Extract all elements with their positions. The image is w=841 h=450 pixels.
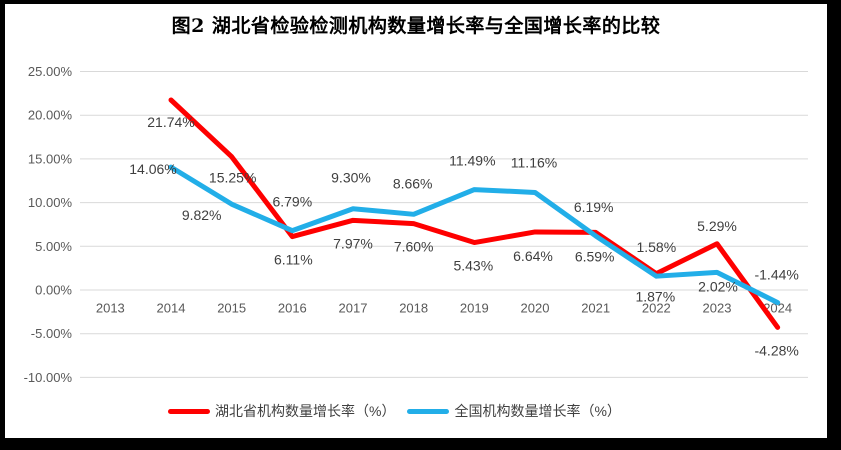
data-label-national: 2.02% [698,278,738,294]
data-label-hubei: 1.87% [635,289,675,305]
data-label-hubei: 7.60% [394,239,434,255]
data-label-hubei: 5.29% [697,218,737,234]
series-line-national [168,164,781,306]
y-axis-tick-label: 5.00% [35,239,72,254]
legend-item-hubei: 湖北省机构数量增长率（%） [168,401,395,421]
data-label-hubei: 5.43% [453,258,493,274]
data-label-hubei: 6.59% [575,248,615,264]
x-axis-tick-label: 2016 [278,301,307,316]
x-axis-tick-label: 2022 [642,301,671,316]
y-axis-tick-label: -10.00% [24,370,73,385]
legend-swatch-hubei-icon [168,408,210,414]
data-label-national: 1.58% [636,239,676,255]
y-axis-tick-label: 20.00% [28,108,73,123]
chart-legend: 湖北省机构数量增长率（%） 全国机构数量增长率（%） [168,401,621,421]
legend-label-national: 全国机构数量增长率（%） [454,403,621,419]
data-label-national: 9.82% [182,207,222,223]
data-label-hubei: 6.11% [274,252,313,268]
data-label-national: 6.79% [272,194,312,210]
chart-title: 图2 湖北省检验检测机构数量增长率与全国增长率的比较 [171,15,661,37]
x-axis-tick-label: 2019 [460,301,489,316]
y-axis-tick-label: 25.00% [28,64,73,79]
data-label-national: 6.19% [574,199,614,215]
x-axis-tick-label: 2014 [157,301,186,316]
legend-item-national: 全国机构数量增长率（%） [407,401,621,421]
line-chart-plot-area: 25.00% 20.00% 15.00% 10.00% 5.00% 0.00% -5.00%… [24,64,808,385]
y-axis-tick-label: 0.00% [35,283,72,298]
data-label-hubei: 6.64% [513,248,553,264]
x-axis-tick-label: 2023 [703,301,732,316]
y-axis-tick-label: 15.00% [28,151,73,166]
data-label-national: 8.66% [393,175,433,191]
data-label-national: -1.44% [754,267,798,283]
x-axis-tick-label: 2015 [217,301,246,316]
data-label-national: 14.06% [129,161,176,177]
x-axis-tick-label: 2021 [581,301,610,316]
data-label-national: 11.49% [449,153,495,169]
data-label-hubei: 15.25% [209,170,256,186]
data-label-hubei: -4.28% [754,342,798,358]
legend-label-hubei: 湖北省机构数量增长率（%） [215,403,396,419]
data-label-hubei: 7.97% [333,235,373,251]
series-line-hubei [168,97,781,330]
x-axis-tick-label: 2024 [763,301,792,316]
x-axis-tick-label: 2017 [339,301,368,316]
legend-swatch-national-icon [407,408,450,414]
y-axis-tick-label: 10.00% [28,195,73,210]
data-label-hubei: 21.74% [147,114,194,130]
x-axis-tick-label: 2013 [96,301,125,316]
y-axis-tick-label: -5.00% [31,326,73,341]
data-label-national: 11.16% [511,154,557,170]
data-label-national: 9.30% [331,170,371,186]
x-axis-tick-label: 2020 [521,301,550,316]
x-axis-tick-label: 2018 [399,301,428,316]
